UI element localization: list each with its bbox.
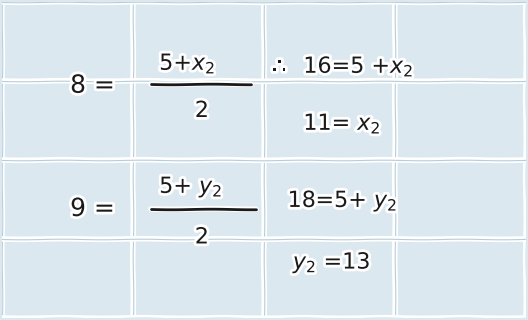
Text: 5+ $y_2$: 5+ $y_2$ [159,175,222,199]
Text: $y_2$ =13: $y_2$ =13 [293,251,371,275]
Text: 18=5+ $y_2$: 18=5+ $y_2$ [288,189,398,213]
Text: 9 =: 9 = [70,197,115,221]
Text: 2: 2 [195,101,209,121]
Text: 11= $x_2$: 11= $x_2$ [303,112,381,135]
Text: 5+$x_2$: 5+$x_2$ [159,52,215,76]
Text: 2: 2 [195,228,209,247]
Text: 8 =: 8 = [70,74,115,98]
Text: 16=5 +$x_2$: 16=5 +$x_2$ [303,55,413,78]
Text: ∴: ∴ [272,55,287,79]
